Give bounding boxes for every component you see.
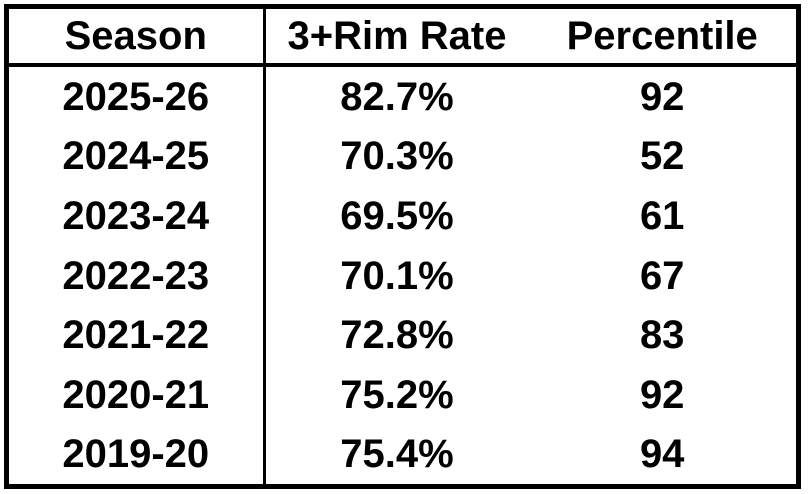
rim-rate-cell: 72.8% <box>340 313 454 358</box>
season-cell: 2024-25 <box>9 126 266 187</box>
percentile-cell: 92 <box>639 74 685 119</box>
season-cell: 2022-23 <box>9 245 266 306</box>
season-stats-table: Season 3+Rim Rate Percentile 2025-26 82.… <box>4 4 801 489</box>
season-cell: 2020-21 <box>9 364 266 425</box>
percentile-cell: 94 <box>639 432 685 477</box>
season-cell: 2023-24 <box>9 186 266 246</box>
table-row: 2024-25 70.3% 52 <box>9 126 796 187</box>
rim-rate-cell: 82.7% <box>340 74 454 119</box>
rim-rate-cell: 75.2% <box>340 372 454 417</box>
table-row: 2022-23 70.1% 67 <box>9 245 796 306</box>
season-cell: 2019-20 <box>9 424 266 485</box>
percentile-cell: 83 <box>639 313 685 358</box>
percentile-cell: 92 <box>639 372 685 417</box>
rim-rate-cell: 75.4% <box>340 432 454 477</box>
percentile-cell: 67 <box>639 253 685 298</box>
percentile-cell: 52 <box>639 134 685 179</box>
season-cell: 2021-22 <box>9 305 266 365</box>
table-row: 2019-20 75.4% 94 <box>9 424 796 485</box>
table-row: 2021-22 72.8% 83 <box>9 305 796 365</box>
table-row: 2023-24 69.5% 61 <box>9 186 796 246</box>
percentile-cell: 61 <box>639 193 685 238</box>
column-header-percentile: Percentile <box>566 14 758 58</box>
table-row: 2025-26 82.7% 92 <box>9 67 796 127</box>
column-header-rim-rate: 3+Rim Rate <box>287 14 507 58</box>
table-row: 2020-21 75.2% 92 <box>9 364 796 425</box>
table-header-row: Season 3+Rim Rate Percentile <box>9 9 796 67</box>
rim-rate-cell: 70.1% <box>340 253 454 298</box>
season-cell: 2025-26 <box>9 67 266 127</box>
rim-rate-cell: 69.5% <box>340 193 454 238</box>
column-header-season: Season <box>9 9 266 63</box>
rim-rate-cell: 70.3% <box>340 134 454 179</box>
